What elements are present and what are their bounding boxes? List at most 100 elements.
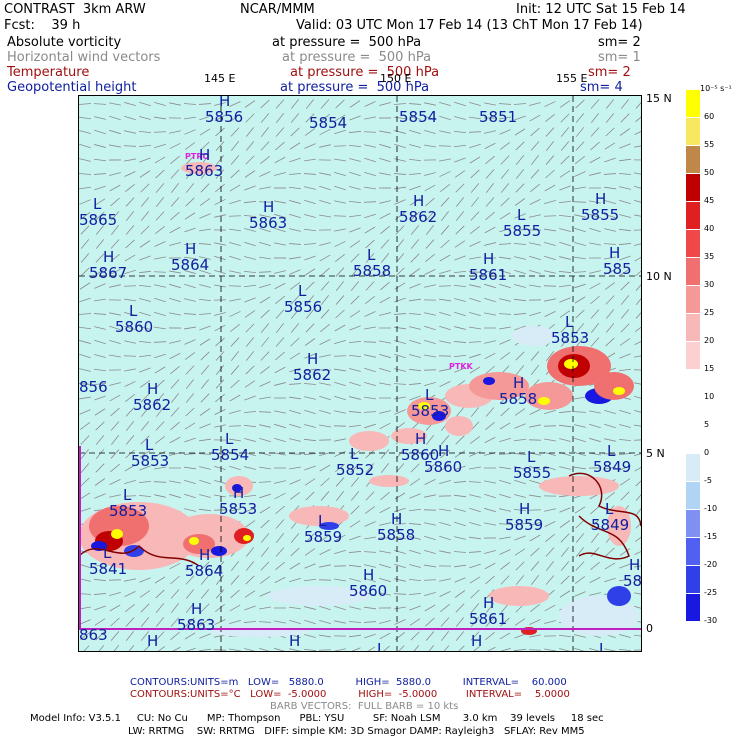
pressure-center-value: 5852 bbox=[336, 461, 374, 479]
pressure-center-type: L bbox=[377, 640, 386, 651]
init-time: Init: 12 UTC Sat 15 Feb 14 bbox=[516, 2, 686, 17]
pressure-center-type: H bbox=[103, 248, 114, 266]
pressure-center-value: 5864 bbox=[171, 256, 209, 274]
vorticity-shading bbox=[79, 162, 639, 637]
pressure-center-type: H bbox=[595, 190, 606, 208]
pressure-center-value: 5860 bbox=[424, 458, 462, 476]
forecast-hour: Fcst: 39 h bbox=[4, 18, 81, 33]
colorbar-tick: 55 bbox=[704, 140, 715, 149]
pressure-center-value: 5854 bbox=[399, 108, 437, 126]
pressure-center-type: L bbox=[145, 436, 154, 454]
pressure-center-value: 5854 bbox=[309, 114, 347, 132]
pressure-center-value: 5849 bbox=[593, 458, 631, 476]
colorbar-tick: 40 bbox=[704, 224, 715, 233]
pressure-center-value: 5855 bbox=[581, 206, 619, 224]
pressure-center-type: L bbox=[298, 282, 307, 300]
field-name: Geopotential height bbox=[7, 80, 137, 95]
pressure-center-value: 5864 bbox=[185, 562, 223, 580]
pressure-center-value: 5860 bbox=[349, 582, 387, 600]
model-info: Model Info: V3.5.1 CU: No Cu MP: Thompso… bbox=[30, 713, 604, 724]
pressure-center-type: H bbox=[609, 244, 620, 262]
field-level: at pressure = 500 hPa bbox=[272, 35, 422, 50]
colorbar-tick: 30 bbox=[704, 280, 715, 289]
pressure-center-value: 5861 bbox=[469, 266, 507, 284]
pressure-center-value: 5853 bbox=[551, 329, 589, 347]
field-level: at pressure = 500 hPa bbox=[290, 65, 440, 80]
field-level: at pressure = 500 hPa bbox=[280, 80, 430, 95]
pressure-center-value: 5860 bbox=[401, 446, 439, 464]
pressure-center-value: 5853 bbox=[219, 500, 257, 518]
pressure-center-type: H bbox=[147, 380, 158, 398]
pressure-center-value: 5854 bbox=[211, 446, 249, 464]
pressure-center-type: H bbox=[147, 632, 158, 650]
pressure-center-type: H bbox=[199, 546, 210, 564]
pressure-center-type: L bbox=[599, 640, 608, 651]
lon-label: 155 E bbox=[556, 72, 588, 85]
valid-time: Valid: 03 UTC Mon 17 Feb 14 (13 ChT Mon … bbox=[296, 18, 643, 33]
pressure-center-value: 863 bbox=[79, 626, 108, 644]
pressure-center-value: 5853 bbox=[411, 402, 449, 420]
pressure-center-value: 5862 bbox=[293, 366, 331, 384]
pressure-center-type: H bbox=[483, 594, 494, 612]
field-name: Absolute vorticity bbox=[7, 35, 122, 50]
colorbar-tick: -5 bbox=[704, 476, 712, 485]
field-name: Temperature bbox=[7, 65, 90, 80]
field-smoothing: sm= 2 bbox=[588, 65, 631, 80]
pressure-center-type: H bbox=[191, 600, 202, 618]
colorbar-segment bbox=[686, 510, 700, 538]
pressure-center-value: 5856 bbox=[205, 108, 243, 126]
colorbar-segment bbox=[686, 118, 700, 146]
colorbar-segment bbox=[686, 566, 700, 594]
pressure-center-type: H bbox=[483, 250, 494, 268]
contours-label: CONTOURS: bbox=[130, 689, 191, 700]
colorbar-tick: 0 bbox=[704, 448, 710, 457]
colorbar-segment bbox=[686, 454, 700, 482]
pressure-center-type: L bbox=[103, 544, 112, 562]
lon-label: 150 E bbox=[380, 72, 412, 85]
colorbar-segment bbox=[686, 146, 700, 174]
colorbar-tick: 35 bbox=[704, 252, 715, 261]
contours-temperature: UNITS=°C LOW= -5.0000 HIGH= -5.0000 INTE… bbox=[190, 689, 570, 700]
pressure-center-value: 5859 bbox=[304, 528, 342, 546]
colorbar-segment bbox=[686, 342, 700, 370]
pressure-center-type: H bbox=[185, 240, 196, 258]
pressure-center-value: 5859 bbox=[505, 516, 543, 534]
pressure-center-type: H bbox=[413, 192, 424, 210]
colorbar-segment bbox=[686, 370, 700, 398]
pressure-center-value: 5863 bbox=[249, 214, 287, 232]
pressure-center-type: H bbox=[415, 430, 426, 448]
field-name: Horizontal wind vectors bbox=[7, 50, 161, 65]
colorbar-segment bbox=[686, 90, 700, 118]
pressure-center-value: 5862 bbox=[399, 208, 437, 226]
pressure-center-type: L bbox=[517, 206, 526, 224]
colorbar-tick: -15 bbox=[704, 532, 718, 541]
colorbar-tick: -20 bbox=[704, 560, 718, 569]
pressure-center-type: H bbox=[629, 556, 640, 574]
pressure-center-type: H bbox=[519, 500, 530, 518]
pressure-center-type: H bbox=[513, 374, 524, 392]
pressure-center-value: 5853 bbox=[131, 452, 169, 470]
pressure-center-type: H bbox=[391, 510, 402, 528]
agency-title: NCAR/MMM bbox=[240, 2, 315, 17]
station-label: PTKK bbox=[449, 362, 474, 371]
pressure-center-type: L bbox=[225, 430, 234, 448]
colorbar-tick: 5 bbox=[704, 420, 710, 429]
colorbar-segment bbox=[686, 482, 700, 510]
pressure-center-value: 5860 bbox=[115, 318, 153, 336]
pressure-center-type: H bbox=[307, 350, 318, 368]
pressure-center-type: H bbox=[263, 198, 274, 216]
colorbar-tick: -10 bbox=[704, 504, 718, 513]
pressure-center-value: 5851 bbox=[479, 108, 517, 126]
barb-info: BARB VECTORS: FULL BARB = 10 kts bbox=[270, 701, 459, 712]
pressure-center-type: L bbox=[565, 313, 574, 331]
colorbar-segment bbox=[686, 594, 700, 622]
pressure-center-value: 5863 bbox=[185, 162, 223, 180]
pressure-center-value: 5861 bbox=[469, 610, 507, 628]
pressure-center-value: 5858 bbox=[353, 262, 391, 280]
pressure-center-type: H bbox=[289, 632, 300, 650]
map-panel[interactable]: PTKK PTRO H 5856 5854 5854 5851 H 5863 L 5865 H 58… bbox=[78, 95, 642, 652]
pressure-center-type: L bbox=[129, 302, 138, 320]
pressure-center-value: 5855 bbox=[513, 464, 551, 482]
